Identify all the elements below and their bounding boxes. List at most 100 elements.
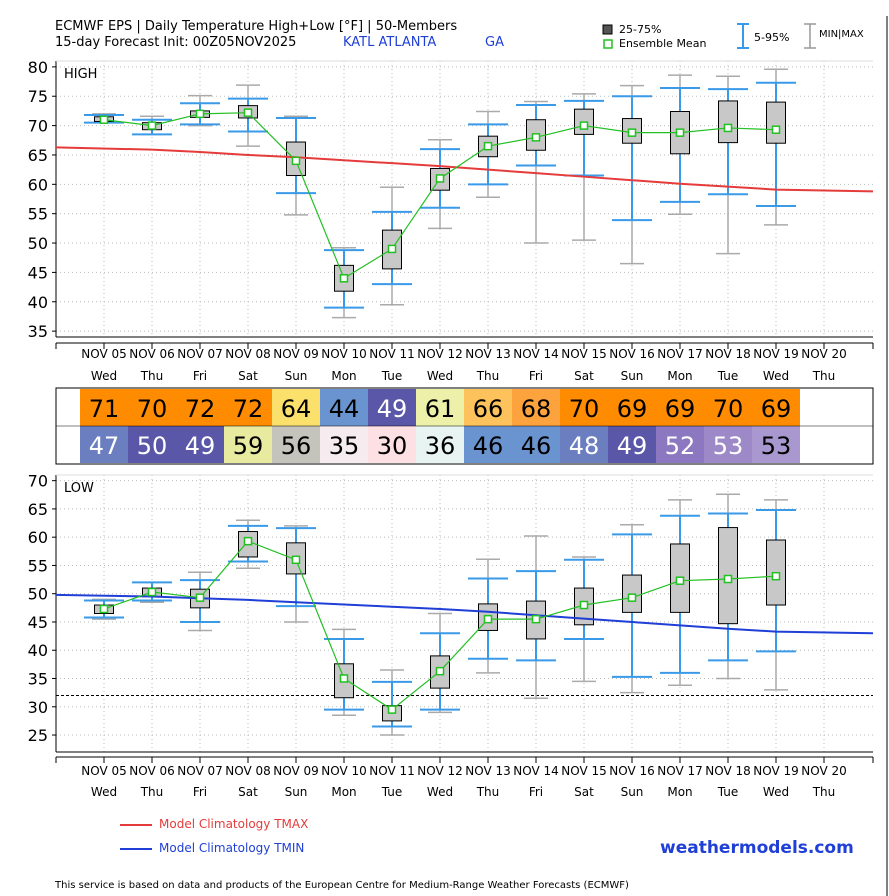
date-tick-label: NOV 20 — [801, 347, 847, 361]
low-value-cell — [320, 426, 368, 463]
high-value-cell — [320, 389, 368, 426]
weekday-label: Wed — [91, 785, 117, 799]
weekday-label: Sun — [285, 785, 308, 799]
date-tick-label: NOV 05 — [81, 347, 127, 361]
low-value-text: 52 — [665, 432, 696, 460]
legend-box-icon — [602, 24, 613, 35]
high-value-cell — [752, 389, 800, 426]
weekday-label: Sat — [574, 369, 594, 383]
low-value-cell — [224, 426, 272, 463]
weekday-label: Sun — [285, 369, 308, 383]
date-tick-label: NOV 10 — [321, 347, 367, 361]
ensemble-mean-point — [99, 604, 109, 614]
y-tick-label: 65 — [28, 146, 48, 165]
legend-minmax-label: MIN|MAX — [819, 29, 864, 40]
date-tick-label: NOV 06 — [129, 347, 175, 361]
brand-link[interactable]: weathermodels.com — [660, 838, 854, 858]
date-tick-label: NOV 17 — [657, 764, 703, 778]
y-tick-label: 55 — [28, 556, 48, 575]
weekday-label: Mon — [331, 369, 356, 383]
legend-whisker-label: 5-95% — [754, 31, 790, 44]
high-value-text: 70 — [569, 395, 600, 423]
high-value-text: 69 — [617, 395, 648, 423]
ensemble-mean-point — [483, 614, 493, 624]
weekday-label: Wed — [427, 369, 453, 383]
high-value-text: 70 — [713, 395, 744, 423]
date-tick-label: NOV 16 — [609, 764, 655, 778]
low-value-text: 36 — [425, 432, 456, 460]
low-value-text: 46 — [473, 432, 504, 460]
weekday-label: Thu — [476, 369, 500, 383]
weekday-label: Wed — [91, 369, 117, 383]
weekday-label: Tue — [381, 369, 403, 383]
y-tick-label: 35 — [28, 322, 48, 341]
ensemble-mean-point — [291, 156, 301, 166]
date-tick-label: NOV 09 — [273, 347, 319, 361]
weekday-label: Fri — [193, 369, 207, 383]
weekday-label: Fri — [529, 785, 543, 799]
panel-label: HIGH — [64, 67, 97, 82]
high-value-cell — [704, 389, 752, 426]
legend-mean-label: Ensemble Mean — [619, 37, 707, 50]
low-value-text: 30 — [377, 432, 408, 460]
low-value-text: 46 — [521, 432, 552, 460]
weekday-label: Sat — [238, 785, 258, 799]
ensemble-mean-point — [291, 555, 301, 565]
high-value-text: 70 — [137, 395, 168, 423]
chart-title: ECMWF EPS | Daily Temperature High+Low [… — [55, 19, 458, 34]
low-value-cell — [656, 426, 704, 463]
legend-mean-icon — [603, 39, 613, 49]
panel-low: 25 30 35 40 45 50 55 60 65 70 LOW NOV 05 Wed NOV 06 Th… — [28, 472, 874, 799]
y-tick-label: 65 — [28, 500, 48, 519]
date-tick-label: NOV 08 — [225, 347, 271, 361]
high-value-cell — [272, 389, 320, 426]
weekday-label: Wed — [427, 785, 453, 799]
ensemble-mean-point — [243, 536, 253, 546]
y-tick-label: 35 — [28, 670, 48, 689]
ensemble-mean-point — [435, 174, 445, 183]
panel-label: LOW — [64, 481, 94, 496]
iqr-box — [766, 101, 786, 144]
y-tick-label: 45 — [28, 263, 48, 282]
ensemble-mean-point — [627, 128, 637, 137]
ensemble-mean-point — [723, 123, 733, 133]
y-tick-label: 60 — [28, 175, 48, 194]
weekday-label: Mon — [667, 369, 692, 383]
legend-minmax-icon — [804, 23, 816, 49]
date-tick-label: NOV 17 — [657, 347, 703, 361]
low-value-text: 35 — [329, 432, 360, 460]
weekday-label: Tue — [717, 369, 739, 383]
low-value-cell — [512, 426, 560, 463]
high-value-cell — [464, 389, 512, 426]
y-tick-label: 70 — [28, 117, 48, 136]
weekday-label: Thu — [812, 369, 836, 383]
ensemble-mean-point — [387, 244, 397, 254]
date-tick-label: NOV 06 — [129, 764, 175, 778]
low-value-text: 53 — [761, 432, 792, 460]
date-tick-label: NOV 18 — [705, 764, 751, 778]
low-value-text: 56 — [281, 432, 312, 460]
date-tick-label: NOV 20 — [801, 764, 847, 778]
low-value-cell — [176, 426, 224, 463]
weekday-label: Sun — [621, 369, 644, 383]
ensemble-mean-point — [771, 571, 781, 581]
weekday-label: Thu — [476, 785, 500, 799]
date-tick-label: NOV 15 — [561, 764, 607, 778]
high-value-cell — [560, 389, 608, 426]
weekday-label: Sat — [574, 785, 594, 799]
weekday-label: Mon — [331, 785, 356, 799]
high-value-text: 49 — [377, 395, 408, 423]
low-value-text: 48 — [569, 432, 600, 460]
high-value-cell — [512, 389, 560, 426]
low-value-cell — [272, 426, 320, 463]
high-value-text: 61 — [425, 395, 456, 423]
weekday-label: Fri — [193, 785, 207, 799]
y-tick-label: 45 — [28, 613, 48, 632]
y-tick-label: 55 — [28, 205, 48, 224]
ensemble-mean-point — [195, 593, 205, 602]
high-value-text: 68 — [521, 395, 552, 423]
y-tick-label: 50 — [28, 585, 48, 604]
date-tick-label: NOV 07 — [177, 347, 223, 361]
